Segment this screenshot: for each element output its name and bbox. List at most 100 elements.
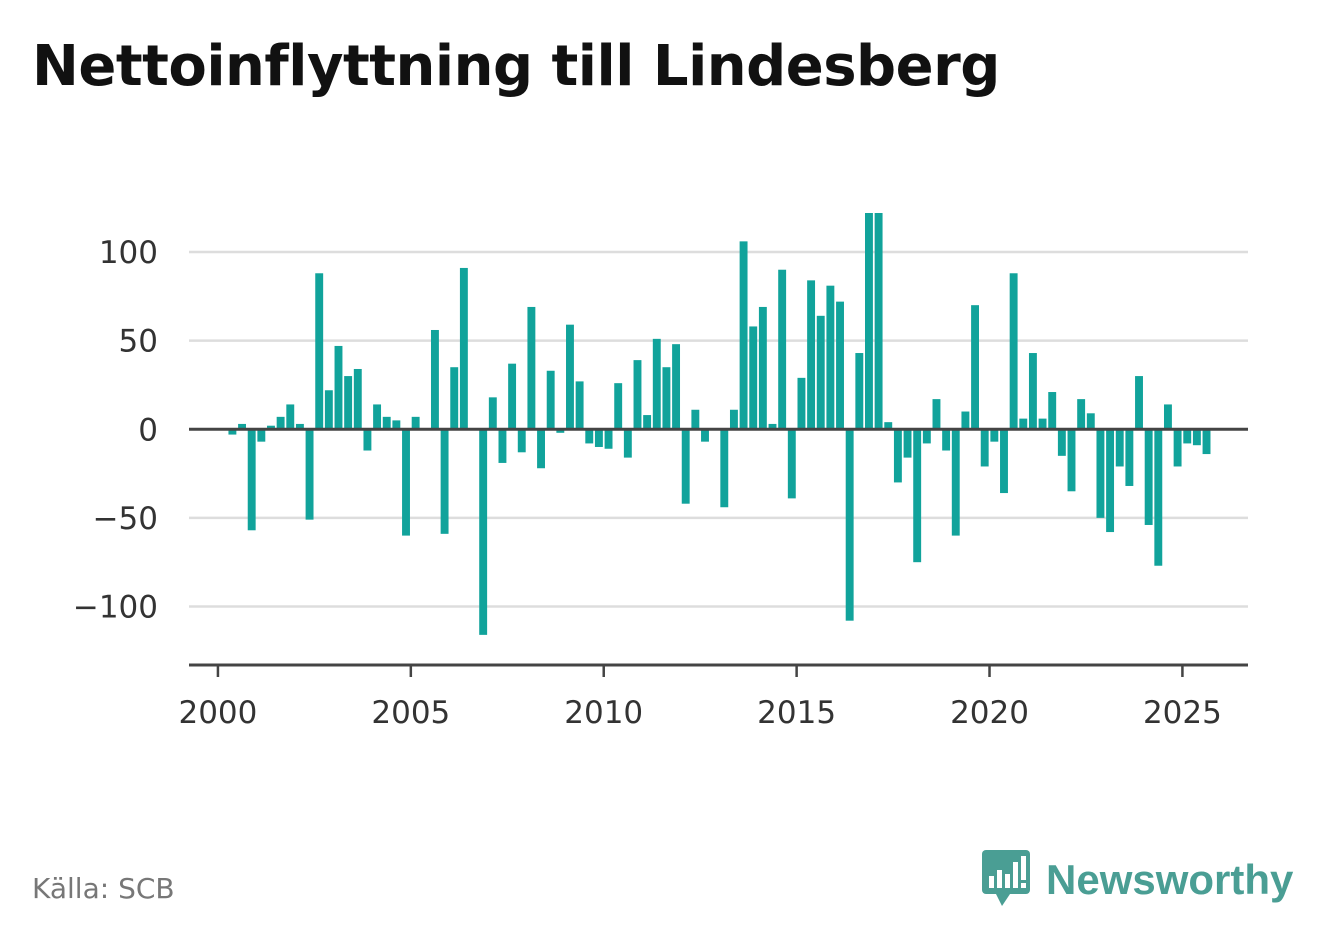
bar — [1125, 429, 1134, 486]
bar — [537, 429, 545, 469]
bar — [459, 267, 468, 430]
y-tick-label: 100 — [99, 235, 158, 271]
bar — [305, 429, 314, 520]
bar — [884, 422, 893, 430]
x-tick-label: 2005 — [371, 695, 450, 731]
bar — [1077, 399, 1086, 430]
bar — [556, 429, 565, 433]
source-label: Källa: SCB — [32, 872, 175, 905]
bar — [1086, 413, 1095, 430]
bar — [1038, 418, 1047, 430]
bar — [652, 338, 661, 430]
bar — [488, 397, 497, 430]
bar — [430, 329, 439, 430]
bar — [787, 429, 796, 499]
bar — [807, 280, 816, 430]
bar — [1144, 429, 1153, 525]
bar — [691, 409, 700, 430]
bar — [527, 306, 536, 430]
bar — [749, 326, 758, 430]
bar — [440, 429, 449, 534]
bar — [1173, 429, 1182, 467]
bar — [633, 360, 642, 430]
grid-lines — [189, 250, 1248, 608]
bar — [546, 370, 555, 430]
bar — [961, 411, 970, 430]
bar — [1115, 429, 1124, 467]
y-tick-label: −50 — [93, 501, 158, 537]
bar — [604, 429, 613, 449]
bar — [729, 409, 738, 430]
bar — [295, 423, 304, 430]
bar — [247, 429, 256, 531]
bar — [816, 315, 825, 430]
chart-title: Nettoinflyttning till Lindesberg — [32, 34, 1000, 99]
bar — [392, 420, 401, 430]
bar — [324, 390, 333, 430]
x-tick-label: 2015 — [757, 695, 836, 731]
x-axis-labels: 2000 2005 2010 2015 2020 2025 — [178, 695, 1221, 731]
bar — [402, 429, 410, 536]
bar — [1192, 429, 1201, 446]
bar — [1019, 418, 1028, 430]
bar — [585, 429, 594, 444]
axes — [189, 427, 1248, 677]
bar — [672, 344, 681, 430]
bar — [922, 429, 931, 444]
bar — [903, 429, 912, 458]
bar — [508, 363, 517, 430]
bar — [614, 383, 623, 430]
bar — [334, 345, 343, 430]
bar — [353, 368, 362, 430]
bar — [942, 429, 951, 451]
y-tick-label: 50 — [119, 324, 158, 360]
bar — [1183, 429, 1192, 444]
bar — [826, 285, 835, 430]
bar — [932, 399, 941, 430]
bar — [758, 306, 767, 430]
bar — [1096, 429, 1105, 518]
bar — [1028, 353, 1037, 430]
bar — [1202, 429, 1211, 455]
bar — [1106, 429, 1115, 533]
bar — [778, 269, 787, 430]
bar — [382, 416, 391, 430]
bar — [286, 404, 295, 430]
y-tick-label: −100 — [73, 590, 158, 626]
bar — [1048, 392, 1057, 430]
bar — [1135, 376, 1143, 430]
bars — [228, 213, 1211, 635]
newsworthy-logo[interactable]: Newsworthy — [980, 848, 1293, 912]
bar — [1067, 429, 1076, 492]
bar-chart: −100 −50 0 50 100 2000 2005 2010 2015 2020 2025 — [73, 213, 1248, 731]
bar — [990, 429, 999, 442]
brand-name: Newsworthy — [1046, 856, 1294, 903]
bar — [913, 429, 922, 563]
bar — [498, 429, 507, 463]
bar — [315, 273, 324, 430]
bar — [450, 367, 459, 430]
bar — [845, 429, 854, 621]
bar — [575, 381, 584, 430]
bar — [643, 415, 652, 430]
bar — [893, 429, 902, 483]
bar — [566, 324, 574, 430]
y-axis-labels: −100 −50 0 50 100 — [73, 235, 158, 626]
bar — [874, 213, 883, 430]
bar — [980, 429, 989, 467]
bar — [228, 429, 237, 435]
bar — [373, 404, 382, 430]
bar — [594, 429, 603, 447]
bar — [517, 429, 526, 453]
y-tick-label: 0 — [138, 412, 158, 448]
bar — [411, 416, 420, 430]
bar — [951, 429, 960, 536]
x-tick-label: 2025 — [1143, 695, 1222, 731]
bar — [768, 423, 777, 430]
bar — [662, 367, 671, 430]
bar — [238, 423, 247, 430]
bar — [1057, 429, 1066, 456]
bar — [623, 429, 632, 458]
bar — [1009, 273, 1018, 430]
bar — [865, 213, 873, 430]
